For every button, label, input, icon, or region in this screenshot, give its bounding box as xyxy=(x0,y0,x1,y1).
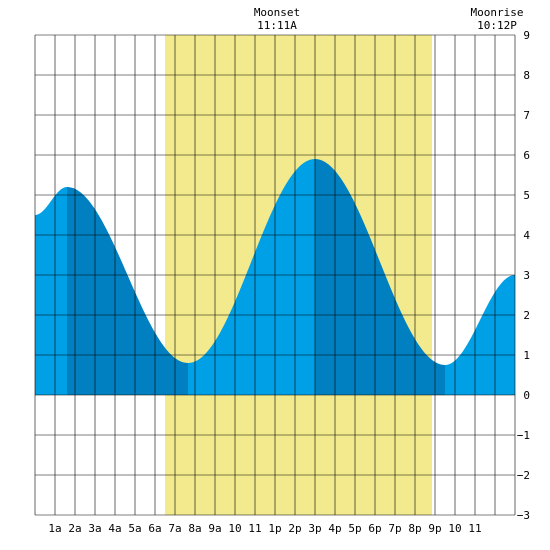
tide-segment-rising xyxy=(188,159,315,395)
x-tick-label: 1p xyxy=(268,522,281,535)
moon-event-title: Moonset xyxy=(254,6,300,19)
y-tick-label: 9 xyxy=(523,29,530,42)
moon-event-title: Moonrise xyxy=(471,6,524,19)
x-tick-label: 7p xyxy=(388,522,401,535)
moon-event-time: 10:12P xyxy=(477,19,517,32)
x-tick-label: 2p xyxy=(288,522,301,535)
x-tick-label: 11 xyxy=(468,522,481,535)
y-tick-label: 0 xyxy=(523,389,530,402)
x-tick-label: 10 xyxy=(228,522,241,535)
x-tick-label: 7a xyxy=(168,522,181,535)
x-tick-label: 4a xyxy=(108,522,121,535)
x-tick-label: 6p xyxy=(368,522,381,535)
x-tick-label: 5a xyxy=(128,522,141,535)
y-tick-label: 2 xyxy=(523,309,530,322)
tide-segment-falling xyxy=(315,159,445,395)
y-tick-label: 5 xyxy=(523,189,530,202)
x-tick-label: 3a xyxy=(88,522,101,535)
x-tick-label: 4p xyxy=(328,522,341,535)
tide-segment-falling xyxy=(67,187,188,395)
x-tick-label: 3p xyxy=(308,522,321,535)
y-tick-label: −2 xyxy=(517,469,530,482)
tide-segment-rising xyxy=(35,187,67,395)
x-tick-label: 9p xyxy=(428,522,441,535)
y-tick-label: 7 xyxy=(523,109,530,122)
x-tick-label: 1a xyxy=(48,522,61,535)
x-tick-label: 8a xyxy=(188,522,201,535)
x-tick-label: 5p xyxy=(348,522,361,535)
moon-event-time: 11:11A xyxy=(257,19,297,32)
y-tick-label: −3 xyxy=(517,509,530,522)
y-tick-label: 1 xyxy=(523,349,530,362)
y-tick-label: 4 xyxy=(523,229,530,242)
y-tick-label: 8 xyxy=(523,69,530,82)
y-tick-label: 6 xyxy=(523,149,530,162)
tide-segment-rising xyxy=(445,275,515,395)
x-tick-label: 2a xyxy=(68,522,81,535)
y-tick-label: −1 xyxy=(517,429,530,442)
x-tick-label: 10 xyxy=(448,522,461,535)
x-tick-label: 9a xyxy=(208,522,221,535)
x-tick-label: 11 xyxy=(248,522,261,535)
x-tick-label: 8p xyxy=(408,522,421,535)
x-tick-label: 6a xyxy=(148,522,161,535)
y-tick-label: 3 xyxy=(523,269,530,282)
